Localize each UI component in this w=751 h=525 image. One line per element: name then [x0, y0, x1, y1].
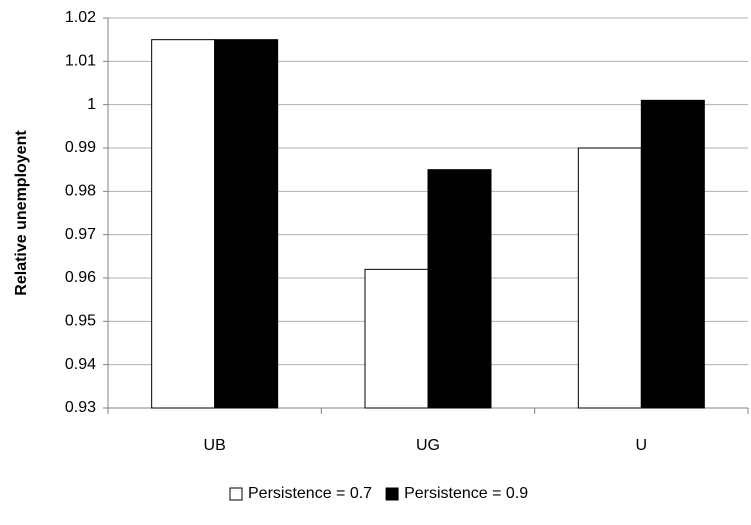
y-tick-label: 1 — [87, 96, 96, 113]
bar — [151, 39, 216, 409]
y-axis-label: Relative unemployent — [13, 130, 30, 296]
x-tick-label: UG — [416, 437, 440, 454]
legend-label: Persistence = 0.9 — [404, 485, 528, 502]
bar — [577, 147, 642, 409]
legend-swatch — [229, 487, 243, 501]
bar — [427, 169, 492, 409]
y-tick-label: 0.98 — [65, 183, 96, 200]
bar — [214, 39, 279, 409]
y-tick-label: 0.99 — [65, 139, 96, 156]
y-tick-label: 0.94 — [65, 356, 96, 373]
x-tick-label: UB — [204, 437, 226, 454]
bar — [364, 268, 429, 409]
legend-label: Persistence = 0.7 — [248, 485, 372, 502]
y-tick-label: 0.97 — [65, 226, 96, 243]
y-tick-label: 0.93 — [65, 399, 96, 416]
x-tick-label: U — [636, 437, 648, 454]
y-tick-label: 0.95 — [65, 313, 96, 330]
y-tick-label: 1.01 — [65, 53, 96, 70]
y-tick-label: 1.02 — [65, 9, 96, 26]
legend-swatch — [385, 487, 399, 501]
y-tick-label: 0.96 — [65, 269, 96, 286]
bar — [640, 99, 705, 409]
